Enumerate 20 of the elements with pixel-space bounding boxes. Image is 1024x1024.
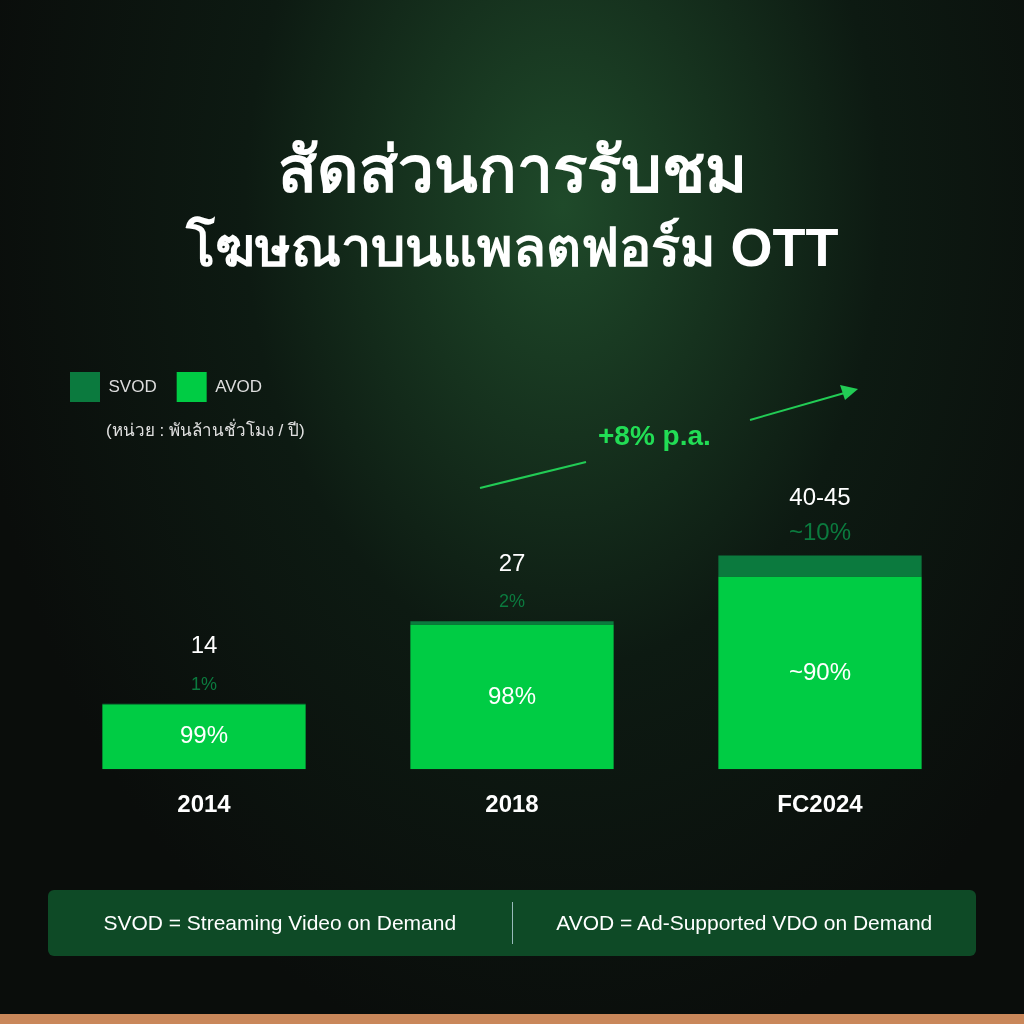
chart-subtitle: โฆษณาบนแพลตฟอร์ม OTT — [184, 215, 840, 279]
annotation: 2% — [498, 591, 526, 612]
legend-label: SVOD — [108, 376, 157, 396]
annotation: 98% — [487, 681, 537, 709]
annotation: 99% — [179, 721, 229, 749]
text: +8% p.a. — [598, 420, 711, 452]
text: 40-45 — [789, 483, 851, 511]
x-tick-label: 2014 — [177, 790, 232, 818]
x-tick-label: 2018 — [485, 790, 539, 818]
annotation: ~90% — [788, 657, 852, 685]
text: AVOD = Ad-Supported VDO on Demand — [555, 911, 934, 935]
annotation: 27 — [498, 548, 526, 576]
chart-title: สัดส่วนการรับชม — [276, 133, 748, 208]
legend-label: AVOD — [215, 376, 263, 396]
text: SVOD = Streaming Video on Demand — [102, 911, 458, 935]
annotation: 1% — [190, 673, 218, 694]
annotation: 14 — [190, 631, 218, 659]
text: ~10% — [788, 518, 852, 546]
text: (หน่วย : พันล้านชั่วโมง / ปี) — [106, 417, 305, 442]
x-tick-label: FC2024 — [777, 790, 864, 818]
